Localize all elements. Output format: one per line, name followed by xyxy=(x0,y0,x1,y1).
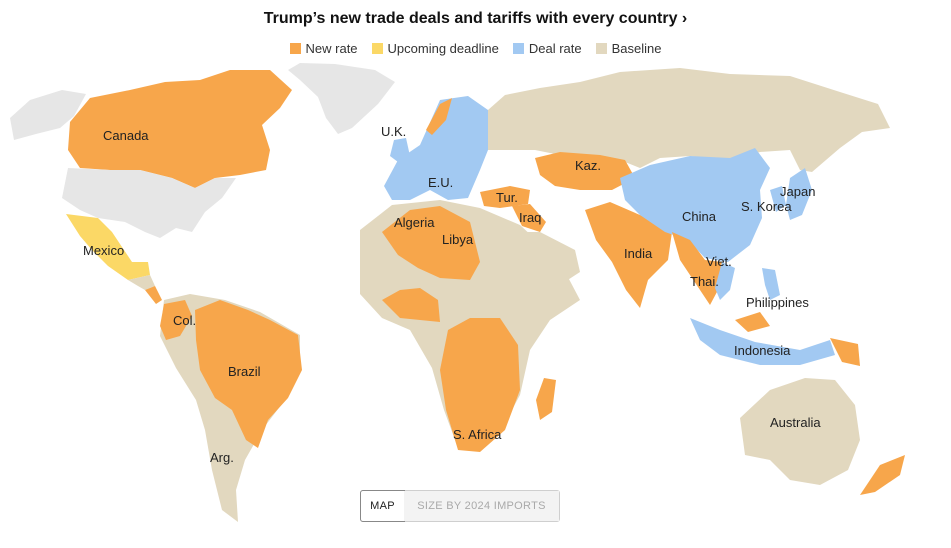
region-middle-east[interactable] xyxy=(500,232,580,285)
region-png[interactable] xyxy=(830,338,860,366)
region-kazakhstan[interactable] xyxy=(535,152,635,190)
label-australia: Australia xyxy=(770,415,821,430)
label-indonesia: Indonesia xyxy=(734,343,791,358)
label-brazil: Brazil xyxy=(228,364,261,379)
label-safrica: S. Africa xyxy=(453,427,502,442)
region-algeria-libya[interactable] xyxy=(382,206,480,280)
label-algeria: Algeria xyxy=(394,215,435,230)
region-brazil[interactable] xyxy=(195,300,302,448)
legend-swatch xyxy=(371,43,383,54)
region-vietnam[interactable] xyxy=(715,262,735,300)
label-china: China xyxy=(682,209,717,224)
legend: New rate Upcoming deadline Deal rate Bas… xyxy=(0,41,951,56)
region-central-america[interactable] xyxy=(128,275,155,290)
view-toggle: MAP SIZE BY 2024 IMPORTS xyxy=(360,490,560,522)
region-uk[interactable] xyxy=(390,138,410,162)
label-canada: Canada xyxy=(103,128,149,143)
label-skorea: S. Korea xyxy=(741,199,792,214)
map-title[interactable]: Trump’s new trade deals and tariffs with… xyxy=(263,10,688,27)
legend-label: New rate xyxy=(305,41,358,56)
region-turkey[interactable] xyxy=(480,186,530,208)
label-philippines: Philippines xyxy=(746,295,809,310)
label-mexico: Mexico xyxy=(83,243,124,258)
label-uk: U.K. xyxy=(381,124,406,139)
map-view-button[interactable]: MAP xyxy=(360,490,405,522)
region-philippines[interactable] xyxy=(762,268,780,300)
label-libya: Libya xyxy=(442,232,474,247)
legend-swatch xyxy=(595,43,607,54)
region-mexico[interactable] xyxy=(66,214,150,280)
legend-label: Upcoming deadline xyxy=(387,41,499,56)
legend-item-upcoming-deadline: Upcoming deadline xyxy=(371,41,499,56)
region-norway[interactable] xyxy=(426,98,452,135)
region-malaysia[interactable] xyxy=(735,312,770,332)
legend-swatch xyxy=(512,43,524,54)
label-iraq: Iraq xyxy=(519,210,541,225)
region-west-africa[interactable] xyxy=(382,288,440,322)
region-usa[interactable] xyxy=(62,168,236,238)
legend-item-deal-rate: Deal rate xyxy=(512,41,582,56)
label-viet: Viet. xyxy=(706,254,732,269)
region-eu[interactable] xyxy=(384,96,488,200)
region-australia[interactable] xyxy=(740,378,860,485)
label-arg: Arg. xyxy=(210,450,234,465)
region-russia[interactable] xyxy=(486,68,890,172)
region-panama[interactable] xyxy=(145,286,162,304)
region-southeast-asia[interactable] xyxy=(672,232,722,305)
region-colombia[interactable] xyxy=(160,300,192,340)
size-by-imports-button[interactable]: SIZE BY 2024 IMPORTS xyxy=(404,491,559,521)
legend-label: Deal rate xyxy=(528,41,582,56)
region-japan[interactable] xyxy=(786,168,812,220)
legend-item-new-rate: New rate xyxy=(289,41,358,56)
region-iraq[interactable] xyxy=(512,204,546,232)
region-canada[interactable] xyxy=(68,70,292,188)
label-eu: E.U. xyxy=(428,175,453,190)
legend-swatch xyxy=(289,43,301,54)
region-alaska[interactable] xyxy=(10,90,86,140)
region-greenland[interactable] xyxy=(288,63,395,134)
region-southern-africa[interactable] xyxy=(440,318,520,452)
region-madagascar[interactable] xyxy=(536,378,556,420)
region-india[interactable] xyxy=(585,202,672,308)
legend-item-baseline: Baseline xyxy=(595,41,662,56)
region-china[interactable] xyxy=(620,148,770,262)
region-indonesia[interactable] xyxy=(690,318,835,365)
label-india: India xyxy=(624,246,653,261)
label-japan: Japan xyxy=(780,184,815,199)
region-new-zealand[interactable] xyxy=(860,455,905,495)
label-thai: Thai. xyxy=(690,274,719,289)
label-tur: Tur. xyxy=(496,190,518,205)
region-korea[interactable] xyxy=(770,186,786,212)
legend-label: Baseline xyxy=(611,41,662,56)
label-col: Col. xyxy=(173,313,196,328)
label-kaz: Kaz. xyxy=(575,158,601,173)
